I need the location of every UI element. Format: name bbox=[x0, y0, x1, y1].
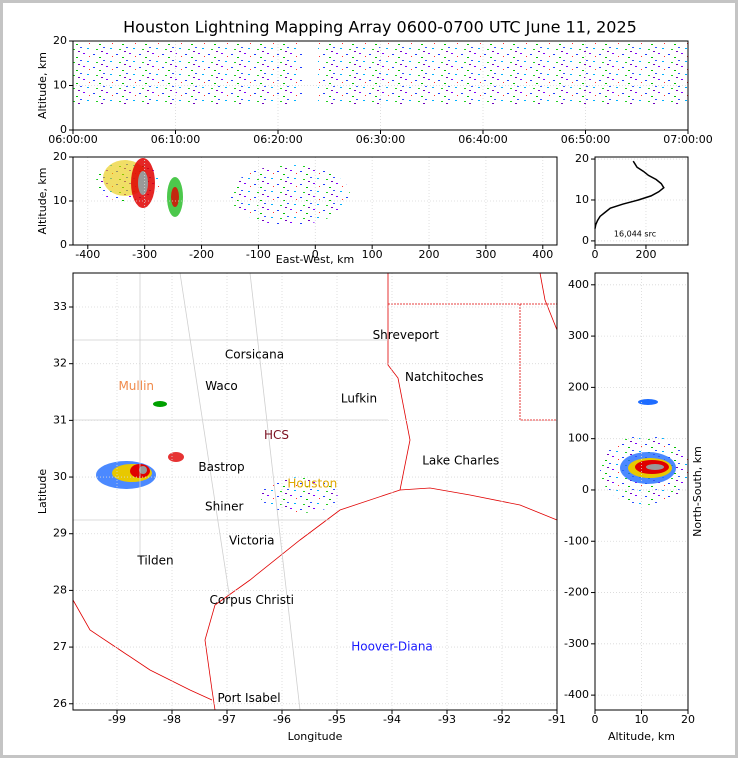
source-density bbox=[73, 42, 690, 513]
city-label: Mullin bbox=[118, 379, 154, 393]
y-tick-label: 30 bbox=[53, 470, 67, 483]
y-tick-label: 32 bbox=[53, 357, 67, 370]
x-tick-label: 10 bbox=[635, 713, 649, 726]
plot-frame bbox=[72, 156, 558, 246]
x-tick-label: 200 bbox=[419, 248, 440, 261]
x-tick-label: -400 bbox=[75, 248, 100, 261]
city-label: HCS bbox=[264, 428, 289, 442]
x-tick-label: -92 bbox=[493, 713, 511, 726]
city-label: Lake Charles bbox=[422, 454, 499, 468]
x-tick-label: -96 bbox=[273, 713, 291, 726]
x-tick-label: -95 bbox=[328, 713, 346, 726]
y-axis-label: Latitude bbox=[36, 469, 49, 515]
x-tick-label: 06:00:00 bbox=[48, 133, 97, 146]
y-tick-label: -200 bbox=[564, 586, 589, 599]
y-axis-label: Altitude, km bbox=[36, 52, 49, 119]
y-tick-label: 26 bbox=[53, 697, 67, 710]
x-tick-label: 0 bbox=[592, 713, 599, 726]
y-tick-label: -100 bbox=[564, 534, 589, 547]
x-tick-label: 06:30:00 bbox=[356, 133, 405, 146]
city-label: Natchitoches bbox=[405, 370, 483, 384]
city-label: Tilden bbox=[136, 553, 173, 567]
city-label: Shreveport bbox=[373, 328, 440, 342]
x-tick-label: -94 bbox=[383, 713, 401, 726]
plot-frame bbox=[72, 272, 558, 711]
x-tick-label: -98 bbox=[163, 713, 181, 726]
plot-frame bbox=[72, 40, 689, 131]
plot-frame bbox=[594, 272, 689, 711]
y-tick-label: 10 bbox=[53, 79, 67, 92]
city-label: Victoria bbox=[229, 534, 275, 548]
y-tick-label: 0 bbox=[582, 234, 589, 247]
x-tick-label: 06:50:00 bbox=[561, 133, 610, 146]
chart-title: Houston Lightning Mapping Array 0600-070… bbox=[123, 18, 637, 37]
x-tick-label: 100 bbox=[362, 248, 383, 261]
plot-frame bbox=[594, 156, 689, 246]
x-axis-label: East-West, km bbox=[276, 253, 354, 266]
x-tick-label: 06:10:00 bbox=[151, 133, 200, 146]
x-axis-label: Altitude, km bbox=[608, 730, 675, 743]
x-tick-label: -100 bbox=[246, 248, 271, 261]
x-tick-label: 07:00:00 bbox=[663, 133, 712, 146]
y-tick-label: -400 bbox=[564, 688, 589, 701]
city-label: Shiner bbox=[205, 500, 244, 514]
x-tick-label: 06:40:00 bbox=[458, 133, 507, 146]
city-label: Port Isabel bbox=[217, 691, 280, 705]
y-tick-label: 10 bbox=[575, 193, 589, 206]
y-tick-label: 200 bbox=[568, 380, 589, 393]
x-tick-label: -91 bbox=[548, 713, 566, 726]
y-tick-label: 20 bbox=[53, 34, 67, 47]
x-tick-label: -200 bbox=[189, 248, 214, 261]
city-label: Lufkin bbox=[341, 391, 377, 405]
x-tick-label: 0 bbox=[592, 248, 599, 261]
x-tick-label: 06:20:00 bbox=[253, 133, 302, 146]
source-count: 16,044 src bbox=[614, 230, 656, 239]
x-tick-label: -97 bbox=[218, 713, 236, 726]
x-tick-label: 200 bbox=[635, 248, 656, 261]
city-label: Bastrop bbox=[198, 460, 244, 474]
y-tick-label: 27 bbox=[53, 640, 67, 653]
y-tick-label: 20 bbox=[575, 152, 589, 165]
x-tick-label: -93 bbox=[438, 713, 456, 726]
x-axis-label: Longitude bbox=[288, 730, 343, 743]
x-tick-label: 400 bbox=[532, 248, 553, 261]
y-tick-label: 300 bbox=[568, 329, 589, 342]
y-tick-label: 31 bbox=[53, 413, 67, 426]
y-tick-label: 400 bbox=[568, 278, 589, 291]
city-label: Waco bbox=[205, 379, 237, 393]
y-tick-label: 28 bbox=[53, 583, 67, 596]
x-tick-label: -300 bbox=[132, 248, 157, 261]
y-tick-label: 0 bbox=[60, 238, 67, 251]
y-axis-label: North-South, km bbox=[691, 446, 704, 537]
x-tick-label: -99 bbox=[108, 713, 126, 726]
y-axis-label: Altitude, km bbox=[36, 167, 49, 234]
y-tick-label: 20 bbox=[53, 150, 67, 163]
x-tick-label: 300 bbox=[475, 248, 496, 261]
y-tick-label: 0 bbox=[582, 483, 589, 496]
x-tick-label: 20 bbox=[681, 713, 695, 726]
city-label: Corpus Christi bbox=[210, 593, 295, 607]
city-label: Hoover-Diana bbox=[351, 640, 433, 654]
city-label: Corsicana bbox=[225, 348, 284, 362]
y-tick-label: -300 bbox=[564, 637, 589, 650]
y-tick-label: 100 bbox=[568, 432, 589, 445]
altitude-profile bbox=[594, 160, 665, 229]
x-tick-label: 0 bbox=[312, 248, 319, 261]
y-tick-label: 10 bbox=[53, 194, 67, 207]
y-tick-label: 29 bbox=[53, 527, 67, 540]
y-tick-label: 33 bbox=[53, 300, 67, 313]
y-tick-label: 0 bbox=[60, 123, 67, 136]
city-label: Houston bbox=[287, 476, 337, 490]
